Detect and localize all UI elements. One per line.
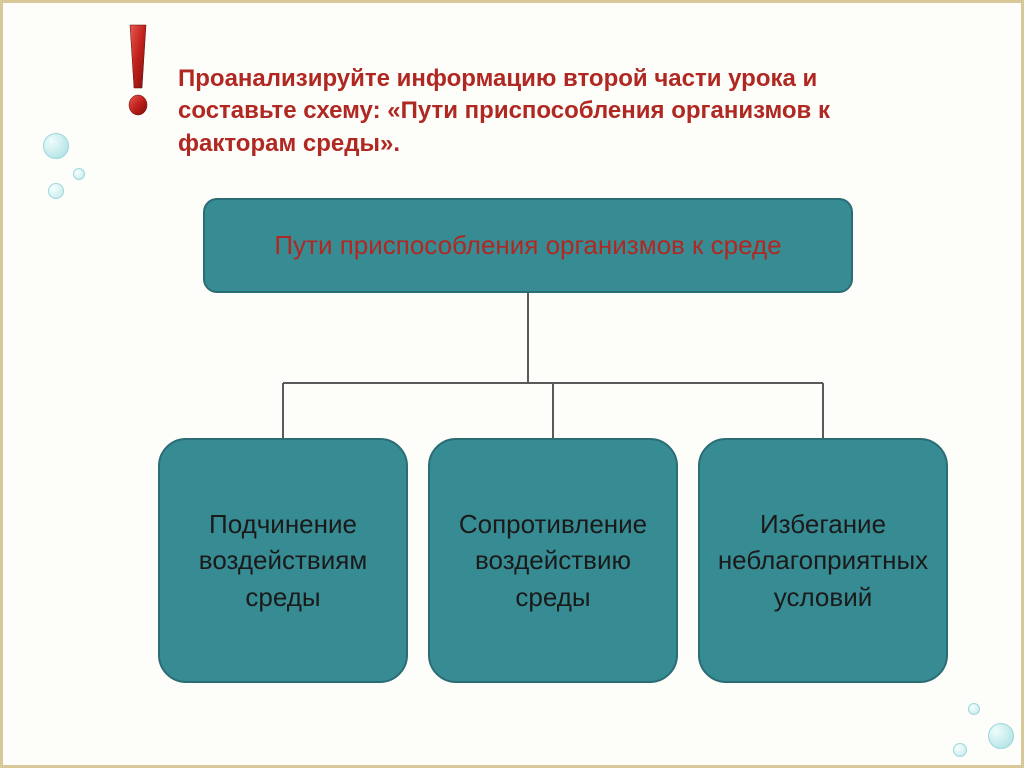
slide: Проанализируйте информацию второй части … — [0, 0, 1024, 768]
decorative-bubble — [953, 743, 967, 757]
diagram-child-node: Избегание неблагоприятных условий — [698, 438, 948, 683]
decorative-bubble — [43, 133, 69, 159]
decorative-bubble — [968, 703, 980, 715]
exclamation-icon — [118, 23, 158, 123]
slide-heading: Проанализируйте информацию второй части … — [178, 63, 898, 160]
diagram-child-label: Подчинение воздействиям среды — [170, 506, 396, 615]
decorative-bubble — [988, 723, 1014, 749]
diagram-root-node: Пути приспособления организмов к среде — [203, 198, 853, 293]
diagram-child-label: Сопротивление воздействию среды — [440, 506, 666, 615]
decorative-bubble — [73, 168, 85, 180]
diagram-child-node: Сопротивление воздействию среды — [428, 438, 678, 683]
diagram-root-label: Пути приспособления организмов к среде — [274, 230, 781, 261]
diagram-child-node: Подчинение воздействиям среды — [158, 438, 408, 683]
decorative-bubble — [48, 183, 64, 199]
diagram-child-label: Избегание неблагоприятных условий — [710, 506, 936, 615]
